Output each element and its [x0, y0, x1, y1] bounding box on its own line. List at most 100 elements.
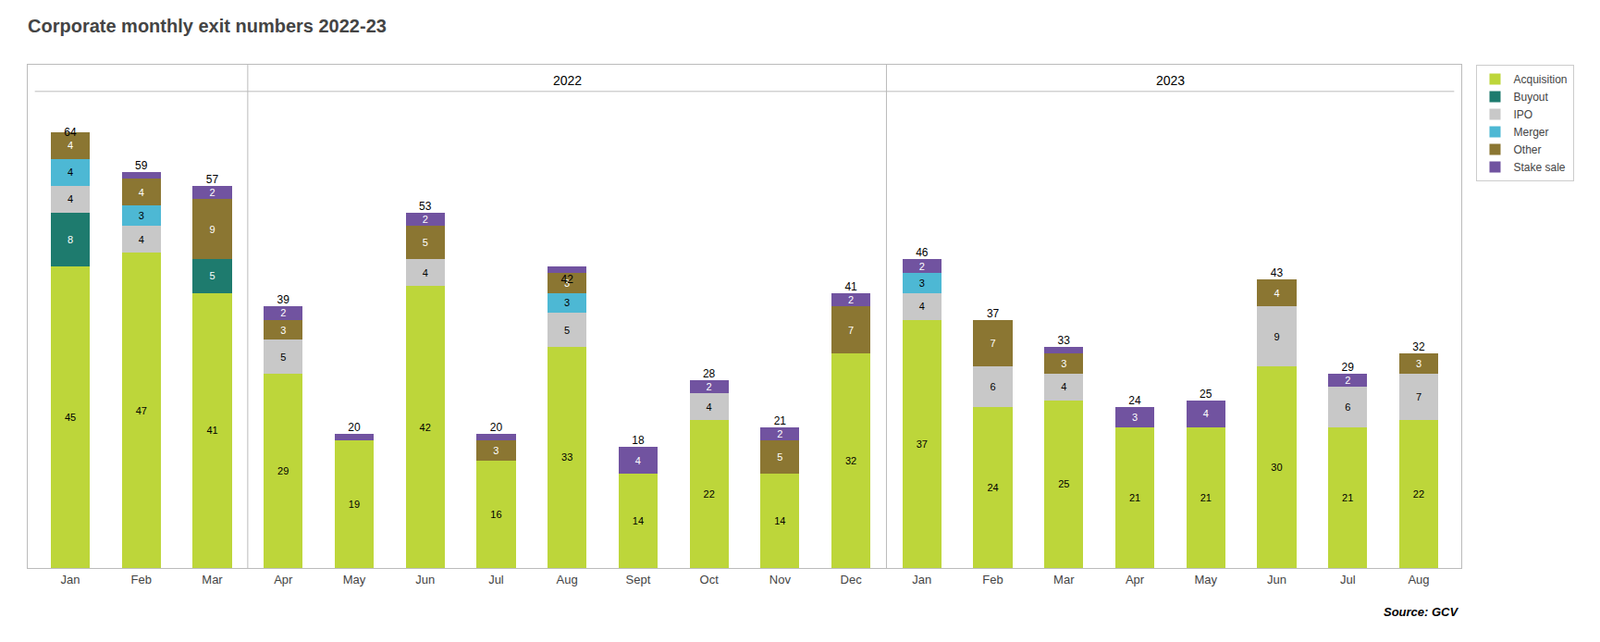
- svg-text:Stake sale: Stake sale: [1513, 160, 1566, 174]
- svg-text:2: 2: [848, 294, 854, 306]
- svg-text:24: 24: [986, 481, 998, 493]
- svg-text:53: 53: [418, 199, 432, 213]
- svg-text:Feb: Feb: [982, 572, 1003, 587]
- svg-text:8: 8: [67, 233, 74, 246]
- svg-text:32: 32: [1412, 340, 1426, 354]
- svg-text:19: 19: [348, 498, 360, 510]
- svg-text:May: May: [343, 572, 367, 587]
- svg-text:Jul: Jul: [488, 572, 505, 587]
- svg-text:18: 18: [631, 433, 645, 447]
- svg-text:5: 5: [422, 236, 429, 248]
- svg-text:45: 45: [64, 411, 76, 423]
- svg-text:Mar: Mar: [1053, 572, 1075, 587]
- svg-text:Source: GCV: Source: GCV: [1383, 604, 1460, 619]
- svg-text:4: 4: [138, 186, 145, 198]
- svg-text:4: 4: [1273, 287, 1280, 299]
- svg-text:Corporate monthly exit numbers: Corporate monthly exit numbers 2022-23: [27, 15, 387, 37]
- svg-text:5: 5: [209, 270, 215, 282]
- svg-text:21: 21: [1200, 492, 1212, 504]
- svg-text:4: 4: [138, 233, 145, 246]
- svg-text:Jan: Jan: [911, 572, 932, 587]
- svg-text:3: 3: [919, 277, 925, 289]
- svg-text:64: 64: [63, 125, 77, 139]
- svg-text:2: 2: [706, 381, 713, 393]
- svg-text:Other: Other: [1513, 143, 1542, 157]
- svg-text:4: 4: [67, 139, 74, 151]
- svg-text:Mar: Mar: [201, 572, 223, 587]
- svg-text:57: 57: [206, 172, 220, 186]
- svg-text:4: 4: [422, 267, 429, 279]
- svg-text:3: 3: [492, 444, 499, 456]
- svg-text:41: 41: [844, 280, 858, 294]
- svg-text:4: 4: [67, 193, 74, 205]
- svg-text:Buyout: Buyout: [1513, 90, 1550, 104]
- svg-text:25: 25: [1199, 387, 1213, 401]
- svg-text:Apr: Apr: [273, 572, 294, 587]
- svg-text:9: 9: [209, 223, 215, 235]
- svg-text:Apr: Apr: [1125, 572, 1145, 587]
- svg-text:21: 21: [1341, 492, 1354, 504]
- svg-text:Jun: Jun: [415, 572, 435, 587]
- svg-text:28: 28: [702, 367, 716, 381]
- svg-text:14: 14: [632, 515, 644, 527]
- svg-text:May: May: [1193, 572, 1218, 587]
- svg-text:37: 37: [986, 307, 1000, 320]
- svg-text:Jun: Jun: [1267, 572, 1287, 587]
- svg-text:2: 2: [422, 213, 429, 225]
- svg-text:33: 33: [561, 451, 573, 463]
- svg-text:42: 42: [560, 272, 574, 286]
- svg-text:22: 22: [1413, 488, 1425, 500]
- svg-text:6: 6: [990, 381, 997, 393]
- svg-text:41: 41: [206, 424, 218, 436]
- svg-text:5: 5: [564, 324, 570, 336]
- svg-text:2: 2: [209, 186, 215, 198]
- svg-text:3: 3: [138, 209, 145, 222]
- svg-text:Oct: Oct: [700, 572, 720, 587]
- svg-text:4: 4: [67, 166, 74, 178]
- svg-text:2: 2: [776, 428, 783, 440]
- svg-text:5: 5: [280, 351, 286, 363]
- svg-text:Acquisition: Acquisition: [1513, 73, 1568, 87]
- svg-text:4: 4: [1060, 381, 1067, 393]
- svg-text:6: 6: [1344, 401, 1351, 413]
- svg-text:43: 43: [1270, 266, 1284, 280]
- svg-text:5: 5: [776, 451, 783, 463]
- svg-text:Sept: Sept: [626, 572, 652, 587]
- svg-text:7: 7: [848, 324, 854, 336]
- svg-text:33: 33: [1058, 333, 1071, 347]
- svg-text:2: 2: [919, 260, 925, 272]
- svg-text:4: 4: [706, 401, 713, 413]
- svg-text:Merger: Merger: [1513, 125, 1550, 139]
- svg-text:29: 29: [1341, 360, 1355, 374]
- svg-text:20: 20: [490, 420, 504, 434]
- svg-text:16: 16: [490, 508, 502, 520]
- svg-text:Feb: Feb: [131, 572, 152, 587]
- svg-text:4: 4: [635, 455, 641, 467]
- svg-text:3: 3: [1132, 411, 1138, 423]
- svg-text:7: 7: [1415, 391, 1422, 403]
- svg-text:IPO: IPO: [1513, 108, 1534, 122]
- svg-text:22: 22: [703, 488, 715, 500]
- svg-text:24: 24: [1128, 393, 1142, 407]
- svg-text:59: 59: [135, 159, 148, 173]
- svg-text:3: 3: [1415, 357, 1422, 370]
- svg-text:32: 32: [845, 455, 857, 467]
- svg-text:Jan: Jan: [61, 572, 81, 587]
- svg-text:2: 2: [280, 307, 286, 319]
- svg-text:29: 29: [277, 465, 289, 477]
- svg-text:3: 3: [280, 324, 286, 336]
- svg-text:47: 47: [135, 405, 148, 417]
- svg-text:Aug: Aug: [1407, 572, 1429, 587]
- svg-text:7: 7: [990, 337, 997, 349]
- svg-text:42: 42: [419, 421, 431, 433]
- svg-text:3: 3: [564, 277, 570, 289]
- svg-text:4: 4: [1203, 407, 1209, 419]
- svg-text:30: 30: [1270, 461, 1282, 473]
- svg-text:21: 21: [774, 414, 788, 428]
- svg-text:21: 21: [1129, 492, 1141, 504]
- svg-text:Dec: Dec: [840, 572, 863, 587]
- svg-text:Aug: Aug: [556, 572, 579, 587]
- svg-text:3: 3: [1060, 357, 1067, 370]
- svg-text:Jul: Jul: [1340, 572, 1356, 587]
- svg-text:4: 4: [919, 300, 925, 312]
